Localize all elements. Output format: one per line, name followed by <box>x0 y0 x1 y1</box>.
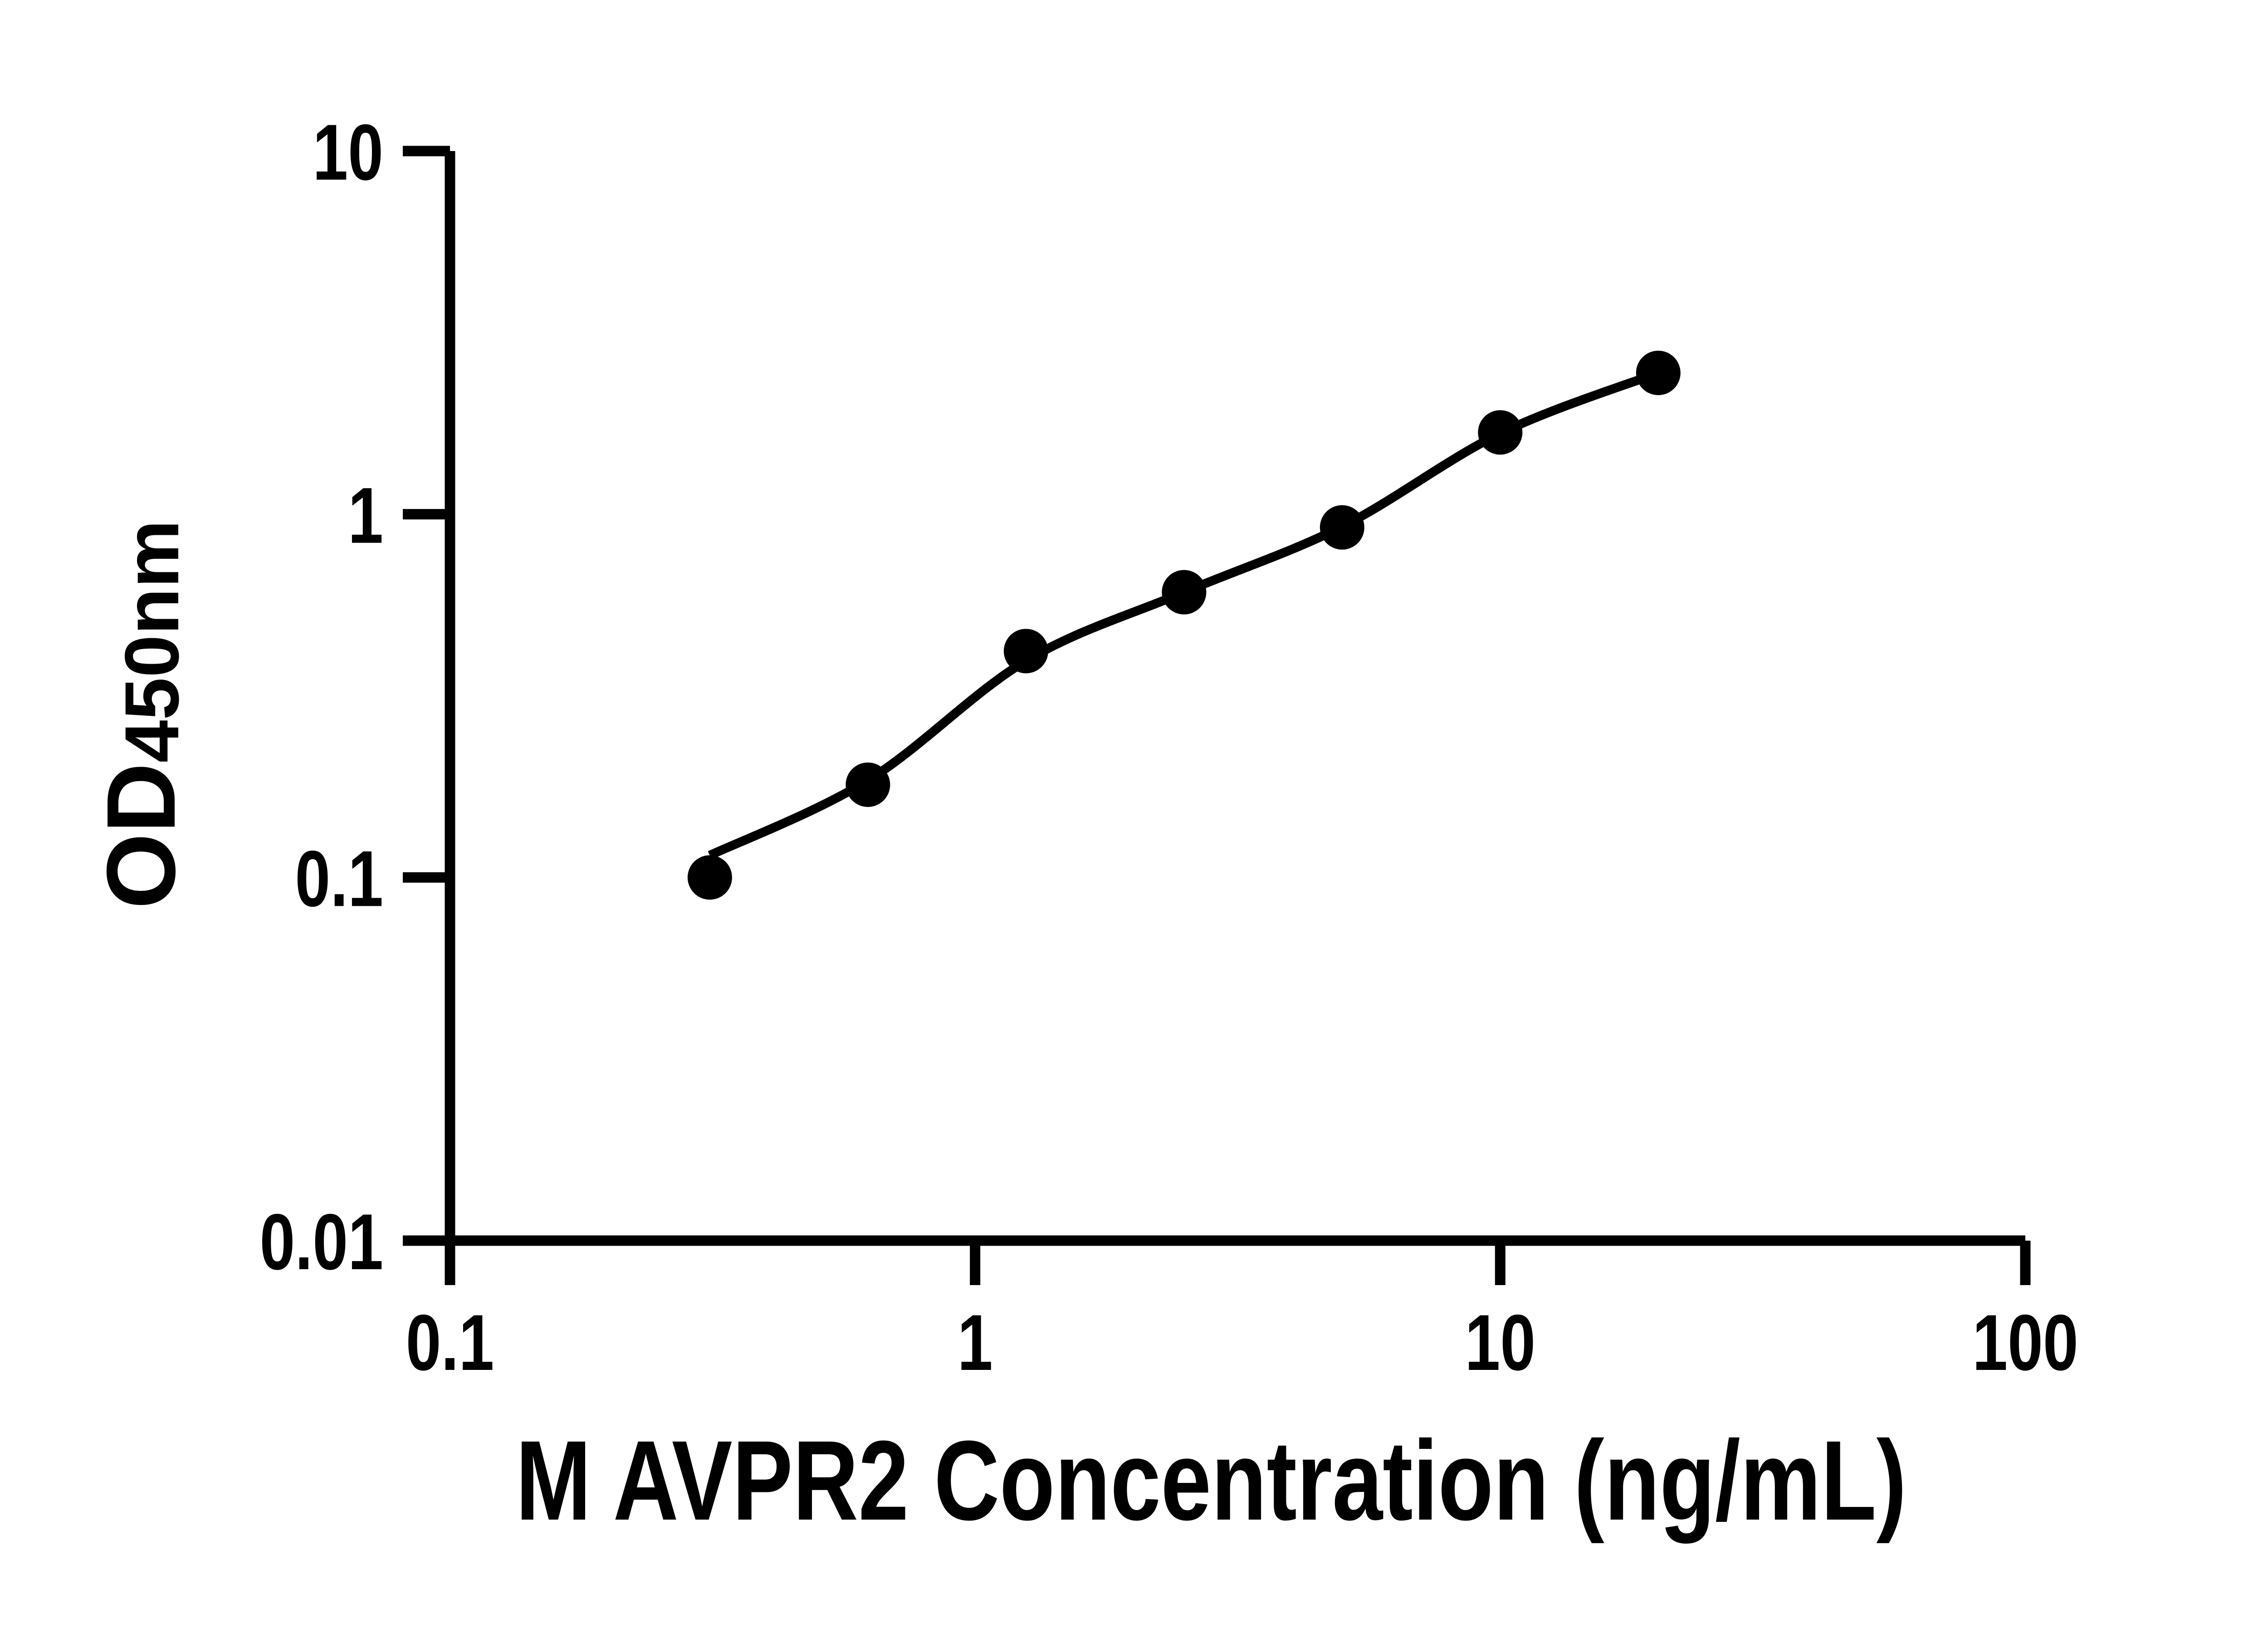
y-tick-label: 1 <box>348 471 383 560</box>
data-point <box>846 762 890 807</box>
axes <box>445 151 2025 1246</box>
data-point <box>1162 570 1207 615</box>
x-tick-label: 10 <box>1465 1298 1535 1387</box>
data-point <box>1003 629 1048 674</box>
data-point <box>1636 351 1681 396</box>
x-axis-title: M AVPR2 Concentration (ng/mL) <box>516 1417 1906 1544</box>
x-tick-label: 100 <box>1972 1298 2078 1387</box>
tick-labels: 0.01 0.1 1 10 0.1 1 10 100 <box>260 108 2078 1387</box>
y-tick-label: 0.1 <box>295 834 383 923</box>
axis-ticks <box>403 146 2031 1285</box>
data-point <box>1320 505 1364 550</box>
data-point <box>687 855 732 900</box>
y-axis-title-main: OD <box>86 763 196 909</box>
data-points <box>687 351 1681 900</box>
y-axis-title: OD450nm <box>86 520 196 909</box>
y-tick-label: 0.01 <box>260 1198 383 1286</box>
y-axis-title-subscript: 450nm <box>109 520 195 763</box>
data-point <box>1478 410 1523 455</box>
x-tick-label: 1 <box>958 1298 993 1387</box>
x-tick-label: 0.1 <box>406 1298 494 1387</box>
y-tick-label: 10 <box>313 108 383 196</box>
